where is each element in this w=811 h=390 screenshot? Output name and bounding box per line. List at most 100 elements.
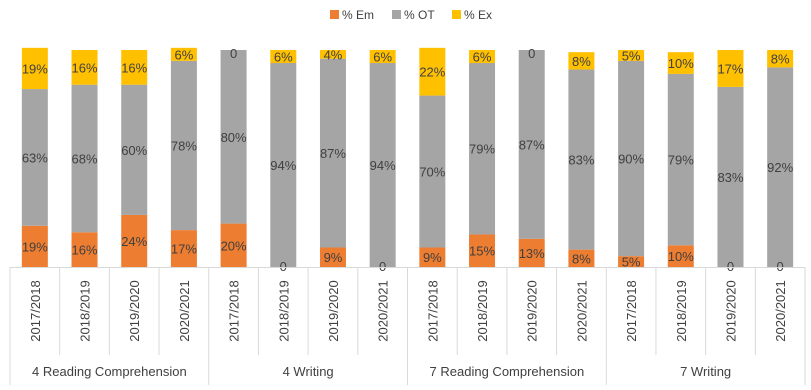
data-label: 13%	[519, 246, 545, 261]
group-label: 4 Writing	[283, 364, 334, 379]
bar-segment	[419, 47, 446, 96]
bar-segment	[568, 52, 595, 70]
bar-segment	[71, 84, 98, 233]
data-label: 68%	[72, 152, 98, 167]
category-tick-label: 2020/2021	[574, 280, 589, 341]
x-axis	[9, 267, 806, 385]
category-tick-label: 2019/2020	[525, 280, 540, 341]
bar-segment	[518, 238, 545, 267]
data-label: 83%	[717, 170, 743, 185]
data-label: 0	[379, 259, 386, 274]
data-label: 10%	[668, 249, 694, 264]
data-label: 8%	[771, 52, 790, 67]
data-label: 0	[528, 46, 535, 61]
data-label: 17%	[171, 242, 197, 257]
data-label: 0	[230, 46, 237, 61]
data-label: 87%	[519, 137, 545, 152]
legend: % Em % OT % Ex	[330, 8, 492, 22]
bar-segment	[319, 247, 346, 267]
legend-label: % OT	[404, 8, 435, 22]
category-tick-label: 2018/2019	[78, 280, 93, 341]
bars	[21, 47, 794, 267]
legend-swatch	[330, 10, 339, 19]
data-label: 6%	[473, 50, 492, 65]
category-tick-label: 2018/2019	[475, 280, 490, 341]
data-label: 22%	[419, 65, 445, 80]
data-label: 8%	[572, 54, 591, 69]
bar-segment	[319, 50, 346, 59]
bar-segment	[121, 84, 148, 215]
bar-segment	[469, 63, 496, 235]
data-label: 80%	[221, 130, 247, 145]
data-label: 6%	[175, 47, 194, 62]
bar-segment	[21, 225, 48, 267]
bar-segment	[667, 52, 694, 74]
bar-segment	[21, 47, 48, 90]
legend-label: % Em	[342, 8, 374, 22]
data-label: 60%	[121, 143, 147, 158]
data-label: 16%	[121, 60, 147, 75]
bar-segment	[71, 50, 98, 85]
data-label: 10%	[668, 56, 694, 71]
category-tick-label: 2020/2021	[177, 280, 192, 341]
data-label: 16%	[72, 60, 98, 75]
bar-segment	[170, 47, 197, 61]
data-label: 4%	[324, 47, 343, 62]
group-label: 7 Reading Comprehension	[430, 364, 585, 379]
category-tick-label: 2020/2021	[376, 280, 391, 341]
bar-segment	[469, 234, 496, 267]
data-label: 8%	[572, 251, 591, 266]
bar-segment	[170, 230, 197, 267]
data-label: 9%	[324, 250, 343, 265]
tick-labels: 2017/2018 2018/2019 2019/2020 2020/2021 2017…	[28, 280, 788, 341]
bar-segment	[369, 63, 396, 267]
data-label: 94%	[370, 158, 396, 173]
bar-segment	[121, 50, 148, 85]
bar-segment	[21, 89, 48, 226]
bar-segment	[568, 249, 595, 267]
data-label: 19%	[22, 61, 48, 76]
bar-segment	[71, 232, 98, 267]
bar-segment	[121, 214, 148, 267]
data-labels: 19% 63% 19% 16% 68% 16% 24% 60% 16% 17% 78% 6% 20% 80…	[22, 46, 794, 274]
data-label: 5%	[622, 255, 641, 270]
group-label: 7 Writing	[680, 364, 731, 379]
group-labels: 4 Reading Comprehension 4 Writing 7 Readin…	[32, 364, 731, 379]
bar-segment	[270, 50, 297, 64]
group-label: 4 Reading Comprehension	[32, 364, 187, 379]
category-tick-label: 2018/2019	[674, 280, 689, 341]
bar-segment	[767, 50, 794, 68]
data-label: 15%	[469, 244, 495, 259]
legend-item: % OT	[392, 8, 435, 22]
data-label: 92%	[767, 160, 793, 175]
bar-segment	[469, 50, 496, 64]
legend-swatch	[392, 10, 401, 19]
legend-item: % Em	[330, 8, 374, 22]
category-tick-label: 2019/2020	[127, 280, 142, 341]
bar-segment	[419, 247, 446, 267]
data-label: 5%	[622, 48, 641, 63]
category-tick-label: 2020/2021	[773, 280, 788, 341]
bar-segment	[369, 50, 396, 64]
data-label: 6%	[274, 50, 293, 65]
category-tick-label: 2017/2018	[227, 280, 242, 341]
data-label: 0	[777, 259, 784, 274]
data-label: 6%	[373, 50, 392, 65]
category-tick-label: 2019/2020	[723, 280, 738, 341]
bar-segment	[319, 58, 346, 248]
legend-label: % Ex	[464, 8, 492, 22]
bar-segment	[717, 86, 744, 267]
bar-segment	[568, 69, 595, 250]
data-label: 20%	[221, 238, 247, 253]
bar-segment	[419, 95, 446, 248]
data-label: 78%	[171, 138, 197, 153]
data-label: 24%	[121, 234, 147, 249]
category-tick-label: 2017/2018	[425, 280, 440, 341]
data-label: 17%	[717, 61, 743, 76]
legend-swatch	[452, 10, 461, 19]
data-label: 9%	[423, 250, 442, 265]
data-label: 83%	[568, 153, 594, 168]
bar-segment	[667, 245, 694, 267]
legend-item: % Ex	[452, 8, 492, 22]
bar-segment	[220, 50, 247, 224]
